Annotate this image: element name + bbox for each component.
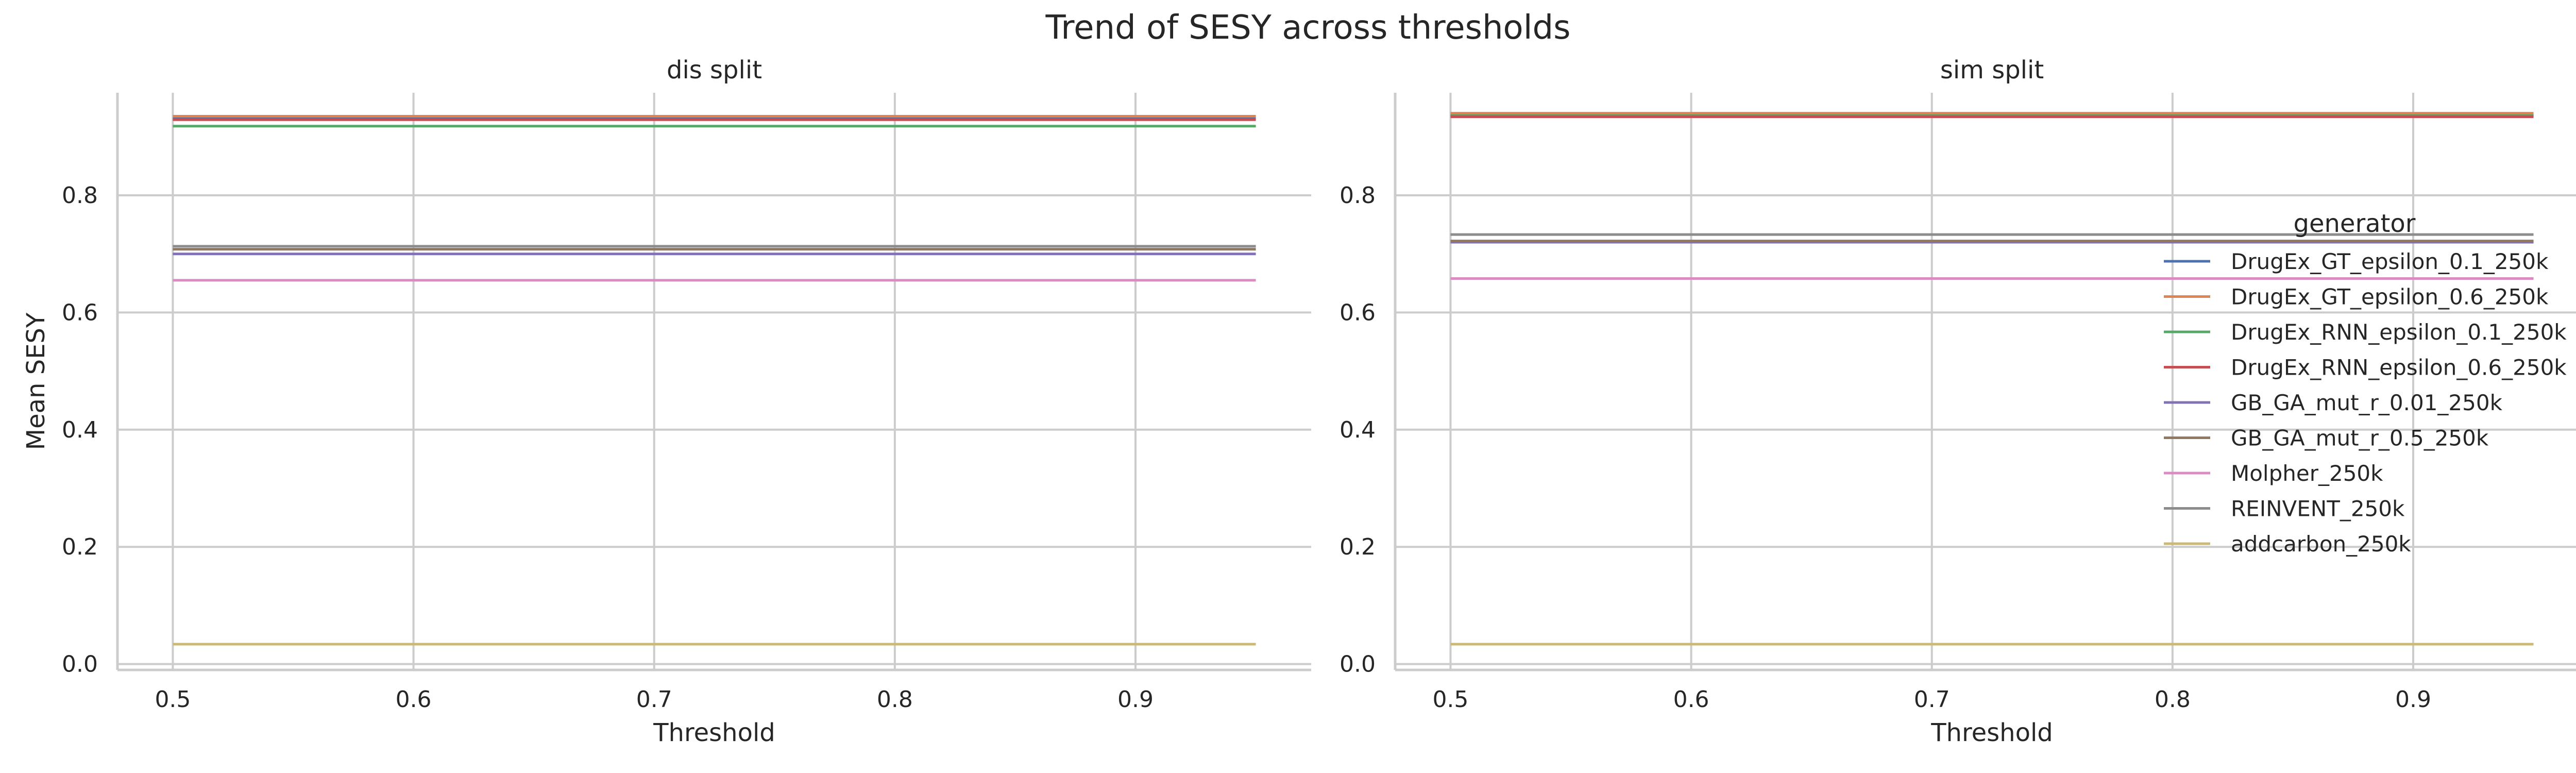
grid <box>1395 93 2576 670</box>
x-tick-label: 0.6 <box>396 686 432 713</box>
y-tick-labels: 0.0 0.2 0.4 0.6 0.8 <box>62 182 98 678</box>
legend-entry: DrugEx_GT_epsilon_0.6_250k <box>2231 284 2549 310</box>
legend-entry: addcarbon_250k <box>2231 531 2411 557</box>
y-axis-label: Mean SESY <box>22 312 50 450</box>
legend-title: generator <box>2293 209 2415 238</box>
x-tick-label: 0.8 <box>2155 686 2191 713</box>
x-tick-labels: 0.5 0.6 0.7 0.8 0.9 <box>155 686 1154 713</box>
grid <box>117 93 1311 670</box>
panel-sim-split: 0.5 0.6 0.7 0.8 0.9 0.0 0.2 0.4 0.6 0.8 sim spli… <box>1340 56 2576 747</box>
panel-title: dis split <box>667 56 762 85</box>
x-tick-labels: 0.5 0.6 0.7 0.8 0.9 <box>1432 686 2431 713</box>
x-tick-label: 0.7 <box>636 686 672 713</box>
x-axis-label: Threshold <box>1930 718 2053 747</box>
x-tick-label: 0.9 <box>1117 686 1154 713</box>
series-lines <box>173 114 1256 646</box>
x-tick-label: 0.5 <box>155 686 191 713</box>
series-lines <box>1450 112 2534 646</box>
y-tick-label: 0.0 <box>62 651 98 678</box>
y-tick-label: 0.4 <box>1340 417 1376 443</box>
panel-dis-split: 0.5 0.6 0.7 0.8 0.9 0.0 0.2 0.4 0.6 0.8 dis spli… <box>22 56 1311 747</box>
figure-title: Trend of SESY across thresholds <box>1045 9 1571 47</box>
x-axis-label: Threshold <box>653 718 775 747</box>
y-tick-label: 0.8 <box>62 182 98 209</box>
x-tick-label: 0.6 <box>1673 686 1709 713</box>
y-tick-labels: 0.0 0.2 0.4 0.6 0.8 <box>1340 182 1376 678</box>
x-tick-label: 0.5 <box>1432 686 1468 713</box>
x-tick-label: 0.7 <box>1914 686 1950 713</box>
y-tick-label: 0.0 <box>1340 651 1376 678</box>
legend-entry: DrugEx_GT_epsilon_0.1_250k <box>2231 249 2549 274</box>
panel-title: sim split <box>1940 56 2044 85</box>
x-tick-label: 0.8 <box>877 686 913 713</box>
legend-entry: Molpher_250k <box>2231 461 2383 486</box>
y-tick-label: 0.4 <box>62 417 98 443</box>
legend-entry: DrugEx_RNN_epsilon_0.1_250k <box>2231 320 2567 345</box>
y-tick-label: 0.6 <box>1340 299 1376 326</box>
y-tick-label: 0.8 <box>1340 182 1376 209</box>
legend-entry: REINVENT_250k <box>2231 496 2405 522</box>
legend-entry: GB_GA_mut_r_0.01_250k <box>2231 390 2503 415</box>
legend-items: DrugEx_GT_epsilon_0.1_250k DrugEx_GT_epsi… <box>2164 249 2567 557</box>
legend: generator DrugEx_GT_epsilon_0.1_250kDrug… <box>2164 209 2567 557</box>
x-tick-label: 0.9 <box>2395 686 2431 713</box>
y-tick-label: 0.2 <box>1340 534 1376 560</box>
legend-entry: DrugEx_RNN_epsilon_0.6_250k <box>2231 355 2567 380</box>
legend-entry: GB_GA_mut_r_0.5_250k <box>2231 426 2489 451</box>
y-tick-label: 0.6 <box>62 299 98 326</box>
y-tick-label: 0.2 <box>62 534 98 560</box>
